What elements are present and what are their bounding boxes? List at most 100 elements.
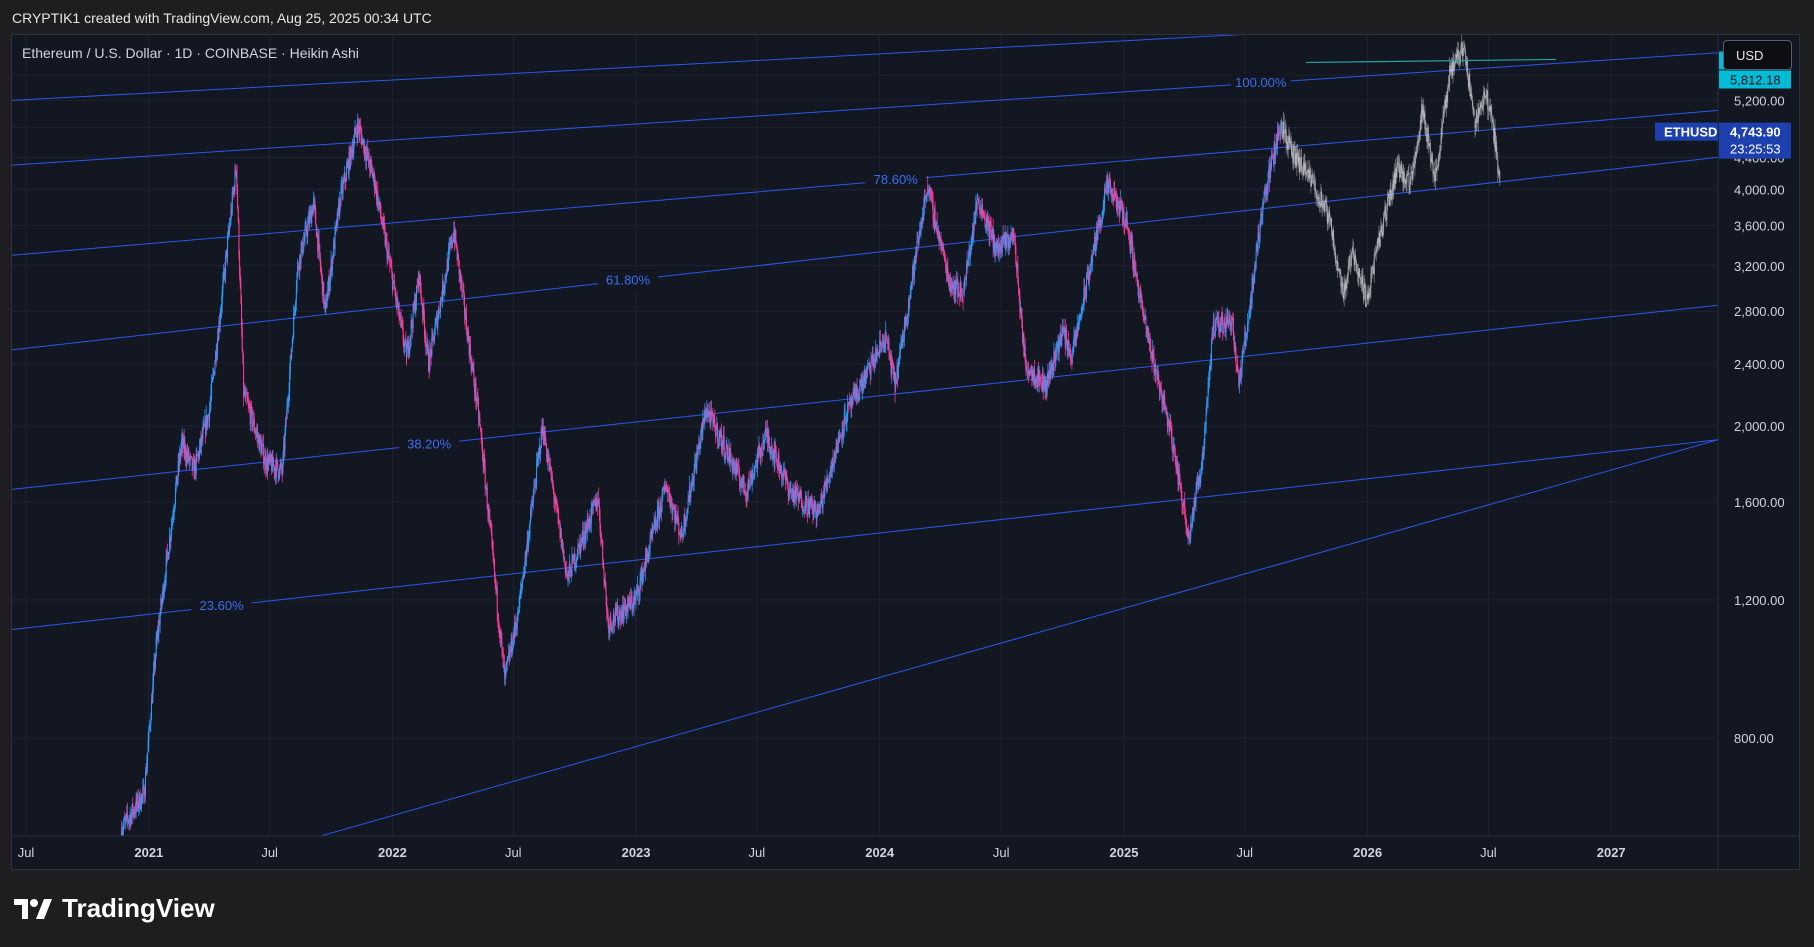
- candle-body: [532, 503, 534, 507]
- candle-body: [733, 461, 735, 466]
- candle-body: [999, 245, 1001, 247]
- candle-body: [1291, 145, 1292, 155]
- candle-body: [785, 474, 787, 482]
- candle-body: [895, 379, 897, 381]
- candle-body: [132, 809, 134, 815]
- attribution-header: CRYPTIK1 created with TradingView.com, A…: [12, 10, 432, 26]
- candle-body: [993, 235, 995, 253]
- candle-body: [859, 386, 861, 397]
- fib-level-label: 38.20%: [407, 436, 452, 451]
- candle-body: [1464, 47, 1466, 54]
- candle-body: [911, 282, 913, 288]
- candle-body: [1357, 272, 1359, 277]
- candle-body: [591, 503, 593, 506]
- currency-button[interactable]: USD: [1723, 40, 1792, 70]
- candle-body: [725, 453, 727, 456]
- candle-body: [1367, 294, 1369, 300]
- candle-body: [837, 452, 839, 454]
- fib-label-bg: [399, 435, 460, 454]
- candle-body: [925, 196, 927, 201]
- candle-body: [696, 451, 698, 470]
- candle-body: [1052, 363, 1054, 371]
- candle-body: [953, 281, 955, 294]
- level-badge: [1719, 70, 1791, 89]
- candle-body: [929, 188, 931, 190]
- candle-body: [642, 569, 644, 574]
- candle-body: [1459, 61, 1461, 64]
- candle-body: [818, 509, 820, 513]
- candle-body: [965, 279, 967, 281]
- candle-body: [1028, 370, 1030, 377]
- candle-body: [1393, 172, 1395, 190]
- price-axis[interactable]: 5,600.005,200.004,800.004,400.004,000.00…: [1734, 68, 1785, 746]
- candle-body: [223, 270, 225, 272]
- candle-body: [1025, 363, 1027, 370]
- candle-body: [1456, 54, 1458, 58]
- candle-body: [1132, 241, 1134, 264]
- candle-body: [1262, 200, 1264, 203]
- candle-body: [975, 203, 977, 220]
- tradingview-brand[interactable]: TradingView: [14, 893, 215, 924]
- candle-body: [337, 208, 339, 226]
- candle-body: [883, 342, 885, 349]
- candle-body: [729, 452, 731, 464]
- candle-body: [415, 302, 417, 312]
- candle-body: [851, 401, 853, 409]
- horizontal-ray[interactable]: [1306, 58, 1556, 64]
- candle-body: [568, 570, 570, 576]
- candle-body: [638, 587, 640, 596]
- candle-body: [1197, 477, 1199, 490]
- price-tick-label: 2,800.00: [1734, 304, 1785, 319]
- candle-body: [1039, 374, 1041, 377]
- candle-body: [735, 463, 737, 474]
- candle-body: [1487, 90, 1489, 110]
- candle-body: [251, 409, 253, 427]
- time-axis[interactable]: Jul 2021 Jul 2022 Jul 2023 Jul 2024 Jul 2025 Jul 20…: [18, 845, 1626, 860]
- fib-channel[interactable]: [12, 35, 1718, 869]
- candle-body: [431, 333, 433, 337]
- candle-body: [983, 215, 985, 217]
- candle-body: [621, 613, 623, 621]
- candle-body: [781, 465, 783, 478]
- candle-body: [1270, 156, 1272, 169]
- candle-body: [367, 153, 369, 159]
- candle-body: [339, 198, 341, 207]
- candle-body: [1064, 327, 1066, 346]
- candle-body: [152, 682, 154, 703]
- candle-body: [1078, 322, 1080, 331]
- candle-body: [963, 290, 965, 294]
- candle-body: [1142, 301, 1144, 313]
- candle-body: [955, 281, 957, 284]
- candle-body: [341, 184, 343, 187]
- candle-body: [182, 436, 184, 448]
- candle-body: [387, 251, 389, 253]
- candle-body: [368, 153, 370, 165]
- candle-body: [266, 457, 268, 471]
- candle-body: [379, 202, 381, 215]
- candle-body: [1380, 225, 1382, 236]
- candle-body: [1427, 127, 1429, 142]
- candle-body: [698, 442, 700, 448]
- candle-body: [355, 132, 357, 134]
- candle-body: [1461, 42, 1463, 46]
- candle-body: [1421, 104, 1423, 123]
- price-chart[interactable]: 23.60%38.20%61.80%78.60%100.00% 5,600.00…: [12, 35, 1799, 869]
- candle-body: [771, 447, 773, 450]
- candle-body: [365, 155, 367, 161]
- candle-body: [895, 379, 897, 386]
- candle-body: [969, 247, 971, 256]
- candle-body: [618, 619, 620, 624]
- bar-countdown: 23:25:53: [1730, 142, 1781, 157]
- candle-body: [1016, 264, 1018, 269]
- candle-body: [776, 458, 778, 466]
- candle-body: [907, 307, 909, 315]
- candle-body: [1052, 363, 1054, 371]
- candle-body: [172, 517, 174, 520]
- candle-body: [556, 504, 558, 512]
- candle-body: [1250, 299, 1252, 304]
- candle-body: [814, 500, 816, 510]
- chart-frame[interactable]: 23.60%38.20%61.80%78.60%100.00% 5,600.00…: [11, 34, 1800, 870]
- candle-body: [625, 608, 627, 616]
- candle-body: [666, 485, 668, 492]
- candle-body: [1118, 206, 1120, 208]
